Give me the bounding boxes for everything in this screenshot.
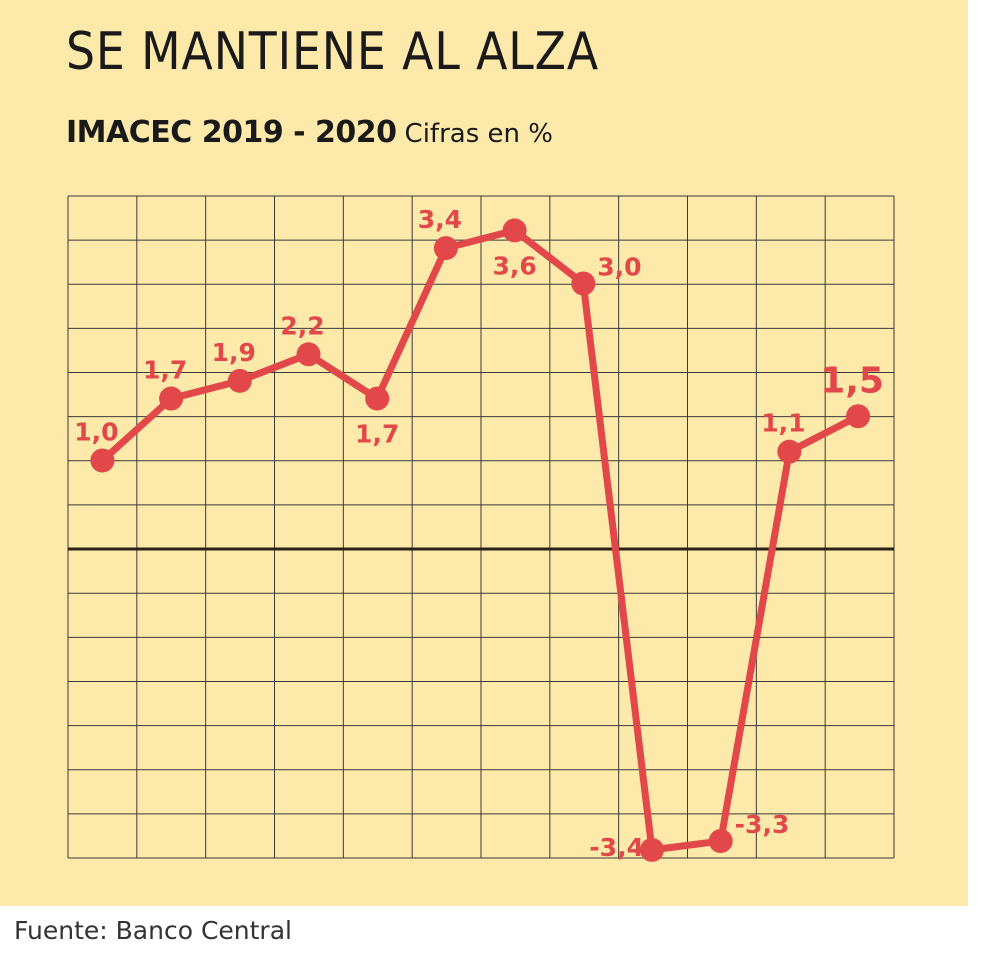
data-labels: 1,0 1,7 1,9 2,2 1,7 3,4 3,6 3,0 -3,4 -3,3 1,1 1,5 <box>74 205 884 862</box>
data-point <box>90 448 115 473</box>
chart-title: SE MANTIENE AL ALZA <box>66 22 600 82</box>
data-label: 1,1 <box>761 409 805 438</box>
data-label: -3,4 <box>589 833 644 862</box>
data-point <box>708 829 733 854</box>
data-point <box>159 386 184 411</box>
data-point <box>846 404 871 429</box>
data-points <box>90 218 871 862</box>
data-point <box>639 837 664 862</box>
chart-grid <box>67 195 895 859</box>
data-label: 3,6 <box>492 251 536 280</box>
data-point <box>571 271 596 296</box>
data-label: 2,2 <box>280 311 324 340</box>
data-point <box>777 439 802 464</box>
subtitle-units: Cifras en % <box>404 119 553 149</box>
data-point <box>365 386 390 411</box>
data-point <box>227 368 252 393</box>
data-label: 1,0 <box>74 418 118 447</box>
data-point <box>502 218 527 243</box>
line-chart: 1,0 1,7 1,9 2,2 1,7 3,4 3,6 3,0 -3,4 -3,3 1,1 1,5 <box>67 195 895 862</box>
data-label: -3,3 <box>735 810 790 839</box>
data-point <box>296 342 321 367</box>
data-label: 1,5 <box>820 360 884 401</box>
chart-subtitle: IMACEC 2019 - 2020 Cifras en % <box>66 115 553 150</box>
data-label: 1,9 <box>212 338 256 367</box>
data-label: 1,7 <box>143 356 187 385</box>
data-point <box>433 236 458 261</box>
source-note: Fuente: Banco Central <box>14 916 292 945</box>
data-label: 3,0 <box>597 253 641 282</box>
imacec-series-line <box>98 226 862 854</box>
data-label: 3,4 <box>418 205 462 234</box>
data-label: 1,7 <box>355 420 399 449</box>
chart-panel <box>0 0 968 906</box>
subtitle-series-name: IMACEC 2019 - 2020 <box>66 115 397 150</box>
